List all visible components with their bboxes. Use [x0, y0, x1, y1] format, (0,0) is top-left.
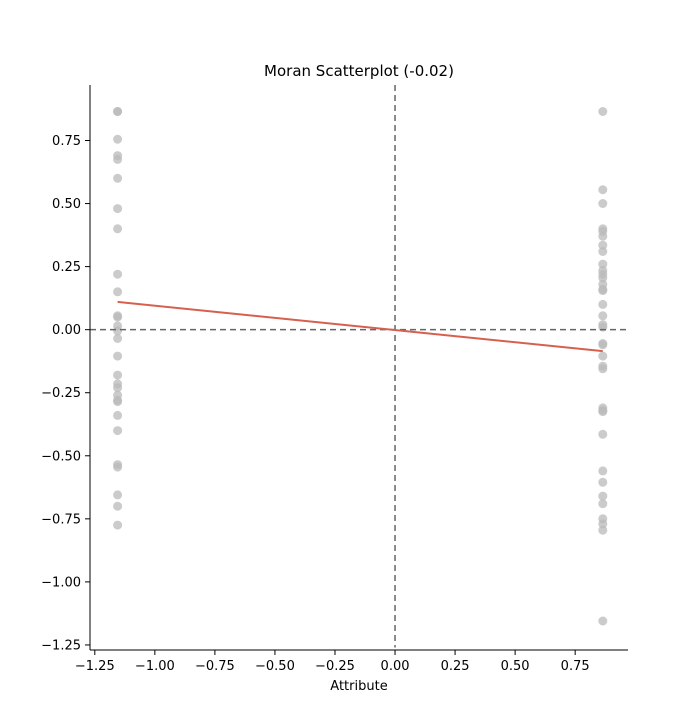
- data-point: [113, 351, 123, 361]
- data-point: [598, 311, 608, 321]
- y-tick-label: 0.00: [52, 323, 81, 338]
- y-tick-label: −0.75: [41, 512, 81, 527]
- data-point: [113, 269, 123, 279]
- data-point: [113, 383, 123, 393]
- y-tick-label: −1.25: [41, 638, 81, 653]
- data-point: [113, 370, 123, 380]
- data-point: [598, 407, 608, 417]
- data-point: [113, 134, 123, 144]
- data-point: [113, 490, 123, 500]
- axes: −1.25 −1.00 −0.75 −0.50 −0.25 0.00 0.25 0.50 0.7…: [41, 85, 628, 674]
- data-point: [113, 520, 123, 530]
- data-point: [598, 477, 608, 487]
- data-point: [113, 462, 123, 472]
- data-point: [113, 312, 123, 322]
- data-point: [598, 351, 608, 361]
- regression-fit-line: [117, 300, 603, 353]
- scatter-points: [113, 107, 608, 626]
- data-point: [113, 326, 123, 336]
- data-point: [113, 410, 123, 420]
- x-tick-label: −1.25: [75, 659, 115, 674]
- data-point: [113, 287, 123, 297]
- data-point: [598, 491, 608, 501]
- data-point: [598, 519, 608, 529]
- reference-lines: [90, 85, 628, 648]
- data-point: [113, 397, 123, 407]
- data-point: [113, 204, 123, 214]
- x-tick-label: 0.50: [501, 659, 530, 674]
- data-point: [113, 107, 123, 116]
- chart-title: Moran Scatterplot (-0.02): [264, 62, 454, 80]
- fit-line-layer: [117, 300, 603, 353]
- data-point: [598, 499, 608, 509]
- data-point: [113, 501, 123, 511]
- data-point: [598, 616, 608, 626]
- data-point: [113, 173, 123, 183]
- data-point: [598, 107, 608, 116]
- data-point: [113, 426, 123, 436]
- x-tick-label: 0.00: [381, 659, 410, 674]
- data-point: [598, 364, 608, 374]
- data-point: [598, 231, 608, 241]
- x-tick-label: −1.00: [135, 659, 175, 674]
- y-tick-label: 0.25: [52, 260, 81, 275]
- data-point: [598, 240, 608, 250]
- data-point: [113, 154, 123, 164]
- x-tick-label: −0.50: [255, 659, 295, 674]
- x-axis-title: Attribute: [330, 679, 387, 694]
- x-tick-label: −0.75: [195, 659, 235, 674]
- data-point: [598, 185, 608, 195]
- x-tick-label: 0.25: [441, 659, 470, 674]
- y-tick-label: −1.00: [41, 575, 81, 590]
- y-tick-label: −0.50: [41, 449, 81, 464]
- data-point: [598, 299, 608, 309]
- data-point: [598, 199, 608, 208]
- y-tick-label: −0.25: [41, 386, 81, 401]
- data-point: [113, 224, 123, 234]
- data-point: [598, 286, 608, 296]
- y-tick-label: 0.75: [52, 134, 81, 149]
- data-point: [113, 334, 123, 343]
- y-tick-label: 0.50: [52, 197, 81, 212]
- x-tick-label: −0.25: [315, 659, 355, 674]
- data-point: [598, 273, 608, 283]
- data-point: [598, 466, 608, 476]
- data-point: [598, 340, 608, 350]
- data-point: [598, 247, 608, 256]
- data-point: [598, 429, 608, 439]
- data-point: [598, 525, 608, 535]
- data-point: [598, 259, 608, 269]
- x-tick-label: 0.75: [561, 659, 590, 674]
